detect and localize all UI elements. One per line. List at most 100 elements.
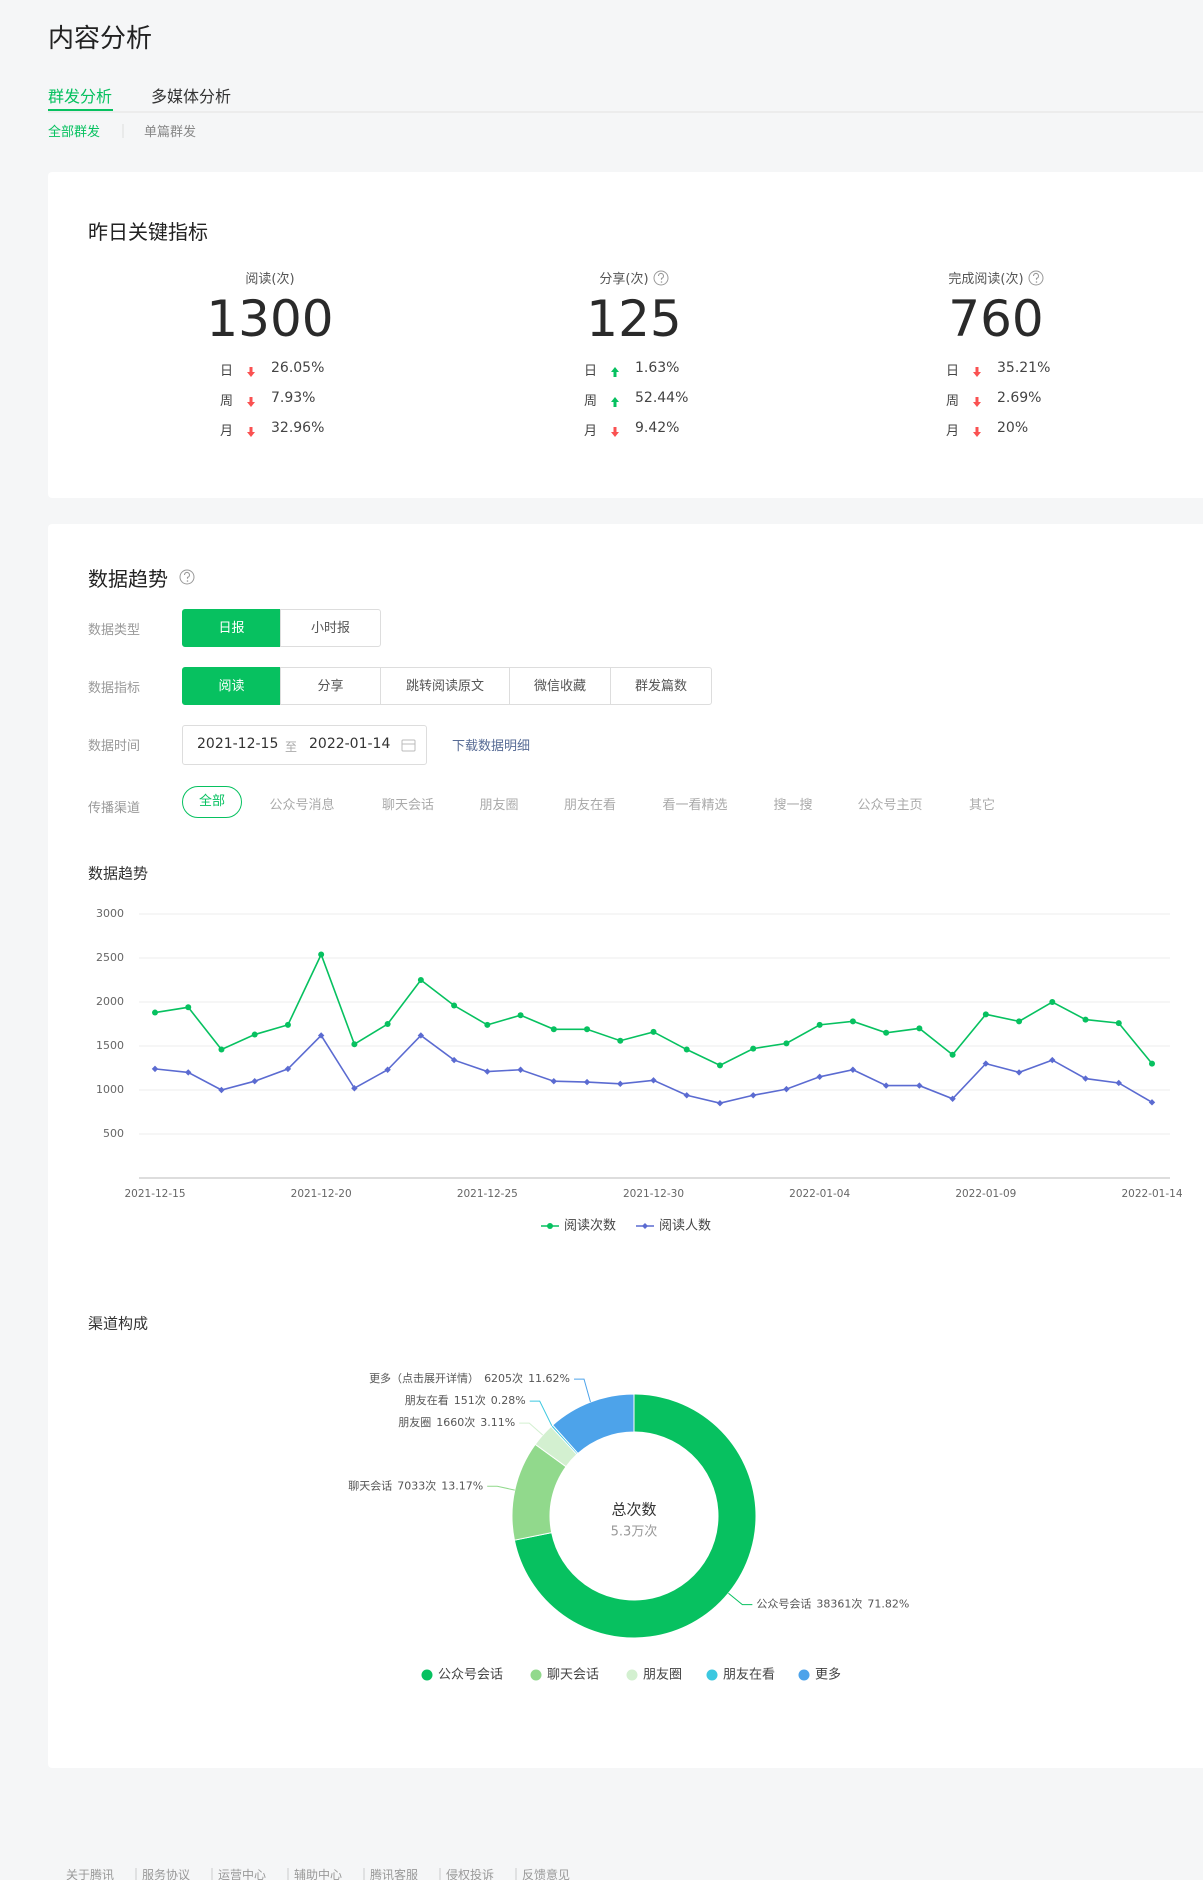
arrow-wrap — [246, 423, 256, 442]
footer-link[interactable]: 反馈意见 — [522, 1868, 571, 1880]
tab[interactable]: 群发分析 — [48, 87, 113, 106]
arrow-wrap — [972, 423, 982, 442]
point — [1049, 1056, 1056, 1064]
point — [550, 1026, 557, 1033]
metric-value: 760 — [948, 290, 1044, 348]
channel-option[interactable]: 公众号消息 — [269, 798, 335, 813]
point — [152, 1009, 158, 1016]
filter-button[interactable]: 群发篇数 — [610, 667, 712, 705]
callout-label: 公众号会话 38361次 71.82% — [756, 1597, 909, 1611]
point — [816, 1073, 823, 1080]
legend-label: 更多 — [815, 1667, 841, 1683]
footer-link[interactable]: 运营中心 — [218, 1868, 267, 1880]
trend-arrow — [973, 427, 981, 437]
arrow-shape — [611, 367, 619, 377]
help-icon-box[interactable] — [1028, 270, 1044, 286]
callout-line — [487, 1485, 515, 1491]
point — [351, 1085, 358, 1092]
filter-button[interactable]: 微信收藏 — [509, 667, 611, 705]
chart-title: 数据趋势 — [88, 865, 148, 883]
point — [617, 1080, 624, 1088]
channel-option[interactable]: 聊天会话 — [381, 798, 434, 813]
metric-label: 阅读(次) — [245, 272, 295, 287]
point — [617, 1037, 624, 1044]
arrow-wrap — [972, 363, 982, 382]
change-period: 日 — [220, 364, 234, 379]
center-title: 总次数 — [611, 1501, 656, 1519]
point — [185, 1004, 192, 1011]
channel-option[interactable]: 全部 — [182, 786, 242, 818]
metric-label-row: 完成阅读(次) — [896, 268, 1096, 287]
channel-option[interactable]: 朋友圈 — [479, 798, 519, 813]
point — [284, 1065, 292, 1073]
callout-name: 朋友在看 — [405, 1393, 449, 1407]
help-icon — [653, 270, 669, 285]
arrow-shape — [973, 427, 981, 437]
change-value: 2.69% — [997, 390, 1042, 406]
footer-link[interactable]: 侵权投诉 — [446, 1868, 495, 1880]
legend-marker — [706, 1669, 718, 1681]
legend-label: 聊天会话 — [547, 1668, 599, 1683]
footer-link[interactable]: 关于腾讯 — [66, 1868, 115, 1880]
filter-button[interactable]: 日报 — [182, 609, 281, 647]
footer-link[interactable]: 腾讯客服 — [370, 1868, 419, 1880]
channel-option[interactable]: 搜一搜 — [773, 798, 813, 813]
legend-label: 阅读次数 — [564, 1218, 616, 1234]
channel-option[interactable]: 朋友在看 — [563, 798, 616, 813]
help-icon-box[interactable] — [653, 270, 669, 286]
filter-button[interactable]: 小时报 — [280, 609, 381, 647]
channel-option[interactable]: 看一看精选 — [662, 798, 728, 813]
filter-button[interactable]: 分享 — [280, 667, 381, 705]
point — [650, 1077, 657, 1084]
arrow-shape — [247, 367, 255, 377]
channel-option[interactable]: 公众号主页 — [857, 798, 923, 813]
channel-option[interactable]: 其它 — [968, 798, 995, 813]
callout-value: 151次 — [454, 1393, 486, 1407]
point — [849, 1018, 856, 1025]
point — [1082, 1075, 1089, 1082]
change-period: 周 — [220, 394, 234, 409]
x-tick-label: 2021-12-30 — [623, 1188, 684, 1200]
change-period: 月 — [946, 424, 960, 439]
point — [417, 977, 424, 983]
point — [517, 1012, 524, 1019]
filter-label: 传播渠道 — [88, 801, 141, 816]
point — [1115, 1079, 1122, 1087]
point — [484, 1021, 491, 1028]
change-value: 20% — [997, 420, 1029, 436]
filter-button[interactable]: 阅读 — [182, 667, 281, 705]
callout-line — [728, 1592, 753, 1606]
help-dot — [660, 280, 662, 283]
point — [683, 1092, 690, 1099]
tab[interactable]: 多媒体分析 — [151, 87, 232, 106]
arrow-shape — [611, 397, 619, 407]
point — [218, 1086, 225, 1094]
download-link[interactable]: 下载数据明细 — [452, 739, 531, 754]
help-mark — [183, 571, 191, 579]
point — [982, 1011, 989, 1018]
point — [716, 1100, 724, 1107]
callout-line — [519, 1422, 544, 1436]
point — [1115, 1020, 1122, 1027]
callout-value: 6205次 — [484, 1371, 523, 1385]
point — [384, 1021, 391, 1027]
subtab[interactable]: 单篇群发 — [144, 125, 197, 140]
trend-arrow — [247, 367, 255, 377]
filter-button[interactable]: 跳转阅读原文 — [380, 667, 510, 705]
filter-label: 数据指标 — [88, 681, 141, 696]
point — [384, 1066, 391, 1073]
help-mark — [1032, 272, 1039, 280]
point — [251, 1031, 258, 1038]
x-tick-label: 2021-12-25 — [457, 1188, 518, 1200]
date-range[interactable]: 2021-12-15 至 2022-01-14 — [182, 725, 427, 765]
point — [484, 1068, 491, 1075]
subtab[interactable]: 全部群发 — [48, 125, 101, 140]
point — [583, 1078, 591, 1086]
footer-link[interactable]: 服务协议 — [142, 1868, 191, 1880]
y-tick-label: 2500 — [96, 951, 124, 964]
filter-label: 数据时间 — [88, 739, 141, 754]
callout-line — [529, 1400, 553, 1427]
point — [1082, 1016, 1089, 1023]
footer-link[interactable]: 辅助中心 — [294, 1868, 343, 1880]
